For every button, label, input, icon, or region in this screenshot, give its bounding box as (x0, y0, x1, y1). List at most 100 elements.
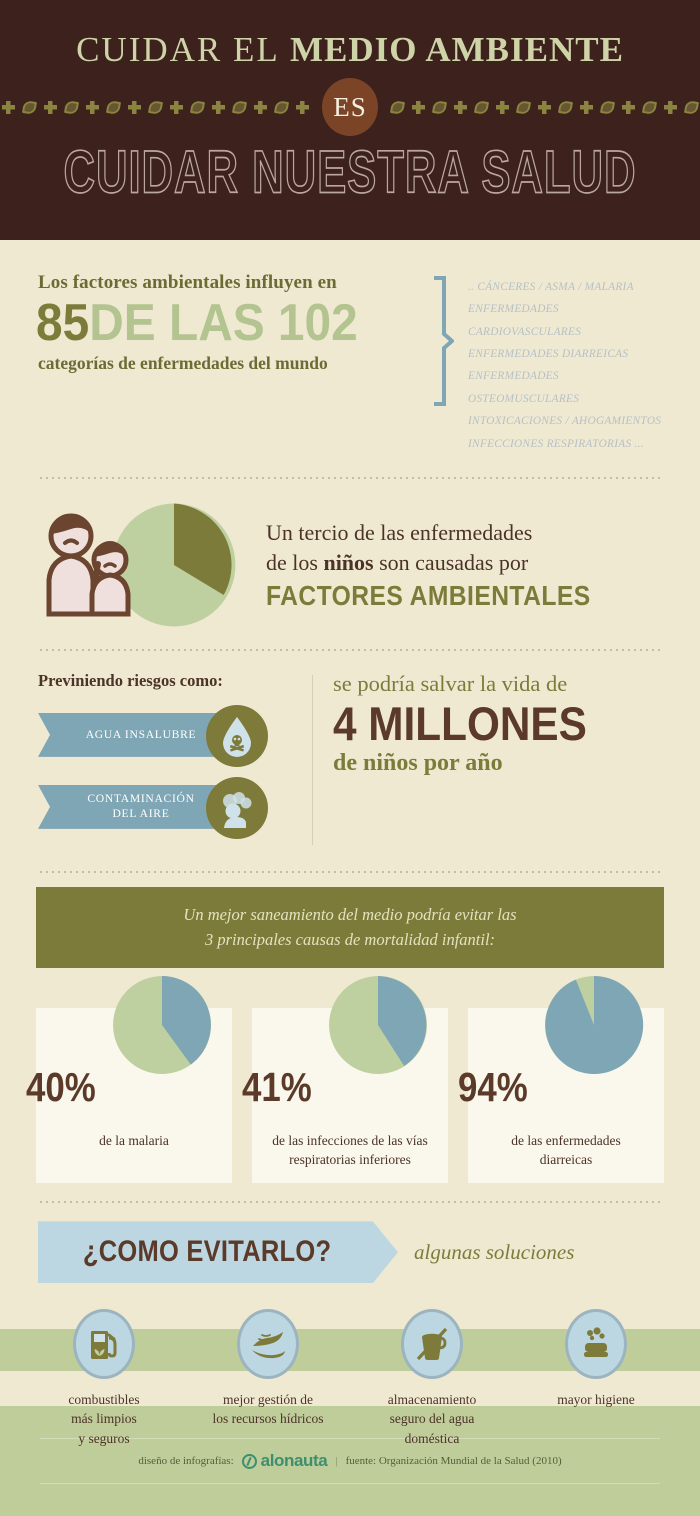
cross-ornament-icon (296, 100, 309, 114)
brand-name: alonauta (260, 1451, 328, 1470)
pct-wrap-respiratory: 41% (242, 1064, 438, 1116)
fuel-pump-leaf-icon (73, 1309, 135, 1380)
footer-design-label: diseño de infografías: (138, 1455, 234, 1467)
factors-number: 85 (36, 294, 90, 352)
disease-item: INTOXICACIONES / AHOGAMIENTOS (468, 415, 662, 428)
solutions-zone: combustibles más limpios y seguros mejor g… (0, 1309, 700, 1489)
hand-water-icon (237, 1309, 299, 1380)
title-light: CUIDAR EL (76, 30, 280, 69)
section-evitarlo: ¿COMO EVITARLO? algunas soluciones (0, 1203, 700, 1284)
pie-chart-diarrheal (543, 974, 645, 1081)
risks-big-stat: 4 MILLONES (333, 696, 587, 750)
solution-item-fuel: combustibles más limpios y seguros (29, 1309, 179, 1447)
risk-label-air: CONTAMINACIÓN DEL AIRE (38, 784, 238, 829)
solution-item-hygiene: mayor higiene (521, 1309, 671, 1447)
pie-label-malaria: de la malaria (99, 1133, 169, 1148)
section-children-third: Un tercio de las enfermedades de los niñ… (0, 479, 700, 649)
children-figures-icon (38, 512, 148, 617)
disease-item: .. CÁNCERES / ASMA / MALARIA (468, 281, 634, 293)
footer: diseño de infografías: alonauta | fuente… (0, 1406, 700, 1516)
factors-big-stat: 85DE LAS 102 (36, 296, 397, 351)
pie-card-diarrheal: 94% de las enfermedades diarreicas (458, 976, 664, 1184)
children-text-block: Un tercio de las enfermedades de los niñ… (266, 518, 635, 611)
brand-logo[interactable]: alonauta (241, 1451, 328, 1471)
cross-ornament-icon (254, 100, 267, 114)
solution-label-hygiene: mayor higiene (557, 1392, 635, 1408)
divider-3 (38, 870, 662, 873)
leaf-ornament-icon (475, 101, 488, 114)
disease-item: INFECCIONES RESPIRATORIAS ... (468, 437, 644, 450)
leaf-ornament-icon (559, 101, 572, 114)
divider-4 (38, 1201, 662, 1204)
third-line2-a: de los (266, 549, 324, 575)
factors-line1: Los factores ambientales influyen en (38, 272, 337, 293)
third-line1: Un tercio de las enfermedades (266, 520, 533, 546)
leaf-ornament-icon (643, 101, 656, 114)
disease-item: ENFERMEDADES DIARREICAS (468, 348, 629, 361)
third-line2-bold: niños (323, 549, 374, 575)
es-badge: ES (322, 78, 378, 136)
evitarlo-banner: ¿COMO EVITARLO? (38, 1221, 398, 1284)
pie-label-diarrheal: de las enfermedades diarreicas (511, 1133, 621, 1167)
vertical-divider (312, 674, 313, 845)
cross-ornament-icon (44, 100, 57, 114)
leaf-ornament-icon (433, 101, 446, 114)
pie-chart-respiratory (327, 974, 429, 1081)
solutions-row: combustibles más limpios y seguros mejor g… (0, 1309, 700, 1447)
sanitation-banner: Un mejor saneamiento del medio podría ev… (36, 886, 664, 968)
solution-label-water-mgmt: mejor gestión de los recursos hídricos (212, 1392, 324, 1427)
leaf-ornament-icon (23, 101, 36, 114)
pie-card-malaria: 40% de la malaria (26, 976, 232, 1184)
cross-ornament-icon (622, 100, 635, 114)
water-drop-skull-icon (206, 704, 268, 767)
pie-chart-children (110, 501, 238, 629)
risk-label-water: AGUA INSALUBRE (38, 712, 238, 757)
risks-line1: se podría salvar la vida de (333, 670, 568, 696)
pie-card-respiratory: 41% de las infecciones de las vías respir… (242, 976, 448, 1184)
cross-ornament-icon (454, 100, 467, 114)
risks-stat-block: se podría salvar la vida de 4 MILLONES d… (333, 671, 662, 849)
cross-ornament-icon (496, 100, 509, 114)
disease-item: ENFERMEDADES CARDIOVASCULARES (468, 303, 582, 338)
risks-line3: de niños por año (333, 750, 503, 777)
leaf-ornament-icon (107, 101, 120, 114)
solution-item-storage: almacenamiento seguro del agua doméstica (357, 1309, 507, 1447)
factors-text-block: Los factores ambientales influyen en 85D… (36, 272, 428, 455)
banner-wrap: Un mejor saneamiento del medio podría ev… (0, 873, 700, 968)
leaf-ornament-icon (233, 101, 246, 114)
evitarlo-side-label: algunas soluciones (414, 1239, 575, 1264)
brand-mark-icon (241, 1453, 257, 1469)
factors-line3: categorías de enfermedades del mundo (38, 352, 328, 373)
footer-separator: | (335, 1455, 338, 1467)
pie-cards-row: 40% de la malaria 41% de las infecciones… (0, 968, 700, 1184)
footer-inner: diseño de infografías: alonauta | fuente… (40, 1438, 660, 1484)
risk-row-water: AGUA INSALUBRE (38, 704, 306, 767)
pct-wrap-diarrheal: 94% (458, 1064, 654, 1116)
section-factors: Los factores ambientales influyen en 85D… (0, 240, 700, 455)
risks-title: Previniendo riesgos como: (38, 670, 223, 690)
air-pollution-icon (206, 776, 268, 839)
cross-ornament-icon (170, 100, 183, 114)
leaf-ornament-icon (685, 101, 698, 114)
section-risks: Previniendo riesgos como: AGUA INSALUBRE (0, 651, 700, 871)
solution-label-fuel: combustibles más limpios y seguros (68, 1392, 140, 1446)
page-subtitle: CUIDAR NUESTRA SALUD (63, 136, 637, 206)
no-open-bucket-icon (401, 1309, 463, 1380)
banner-line1: Un mejor saneamiento del medio podría ev… (183, 904, 517, 924)
solution-item-water-mgmt: mejor gestión de los recursos hídricos (193, 1309, 343, 1447)
evitarlo-label: ¿COMO EVITARLO? (82, 1235, 332, 1269)
third-line2: de los niños son causadas por (266, 548, 635, 578)
page-title: CUIDAR EL MEDIO AMBIENTE (0, 0, 700, 70)
cross-ornament-icon (538, 100, 551, 114)
leaf-ornament-icon (601, 101, 614, 114)
cross-ornament-icon (128, 100, 141, 114)
cross-ornament-icon (664, 100, 677, 114)
solution-label-storage: almacenamiento seguro del agua doméstica (387, 1392, 477, 1446)
leaf-ornament-icon (191, 101, 204, 114)
risks-list-block: Previniendo riesgos como: AGUA INSALUBRE (38, 671, 306, 849)
pct-respiratory: 41% (242, 1064, 312, 1110)
leaf-ornament-icon (65, 101, 78, 114)
pie-label-respiratory: de las infecciones de las vías respirator… (272, 1133, 428, 1167)
pct-wrap-malaria: 40% (26, 1064, 222, 1116)
